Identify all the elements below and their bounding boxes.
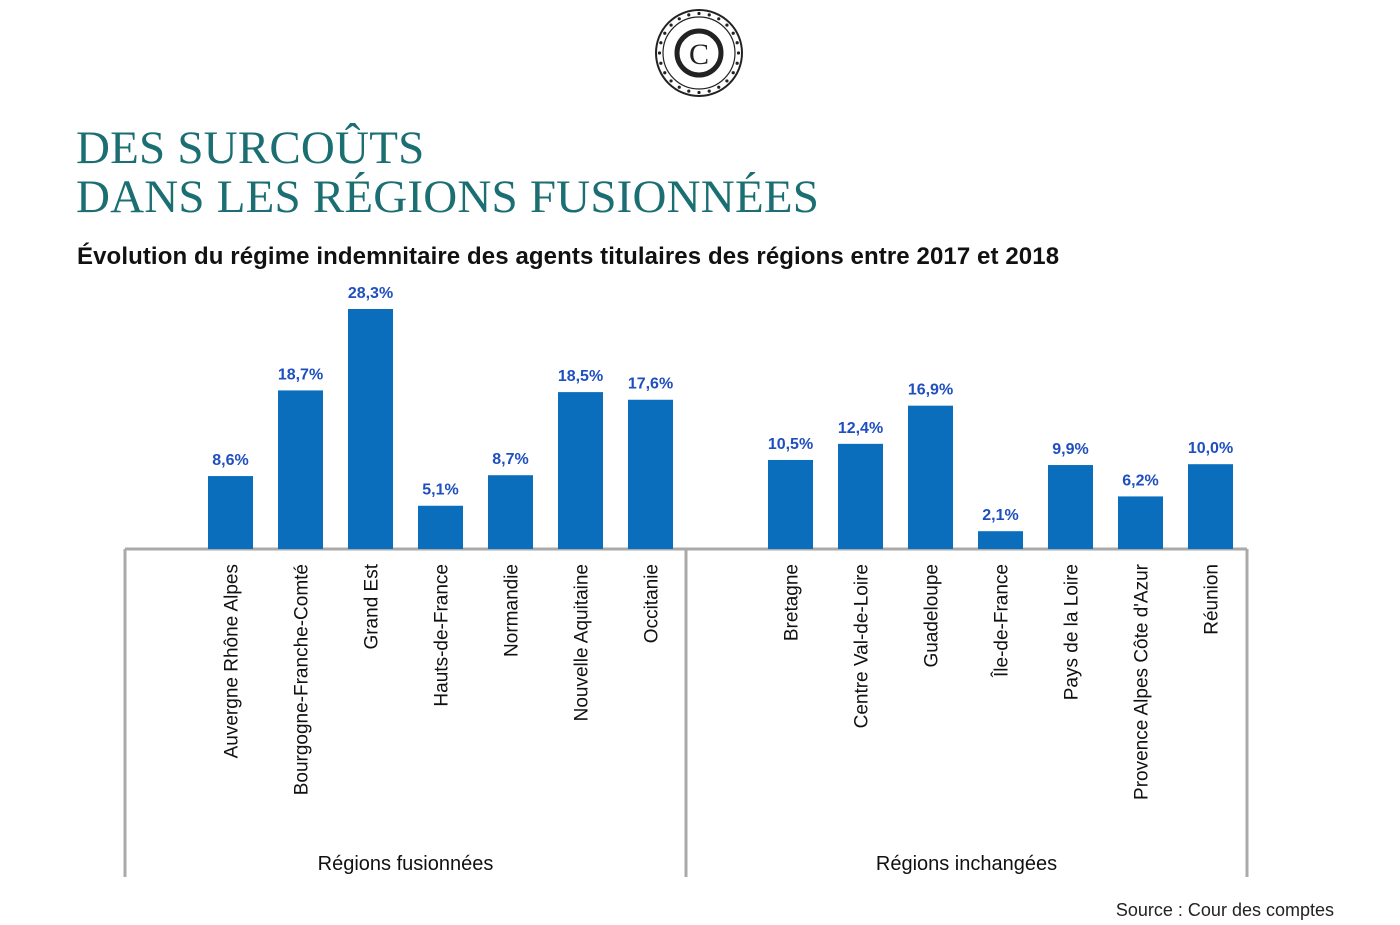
tick-label: Provence Alpes Côte d'Azur [1132, 563, 1153, 800]
bar [838, 443, 883, 549]
tick-label: Occitanie [642, 564, 663, 643]
data-label: 10,0% [1188, 440, 1233, 457]
bar [488, 475, 533, 549]
bar [1048, 465, 1093, 549]
bar [768, 459, 813, 549]
tick-label: Pays de la Loire [1062, 564, 1083, 700]
tick-label: Bretagne [782, 564, 803, 641]
data-label: 9,9% [1052, 441, 1088, 458]
bar [278, 390, 323, 549]
tick-label: Normandie [502, 564, 523, 657]
tick-label: Bourgogne-Franche-Comté [292, 564, 313, 795]
tick-label: Réunion [1202, 564, 1223, 635]
title-line-2: DANS LES RÉGIONS FUSIONNÉES [76, 171, 820, 223]
bar [1118, 496, 1163, 549]
source-note: Source : Cour des comptes [1115, 900, 1334, 920]
title-line-1: DES SURCOÛTS [76, 122, 425, 174]
data-label: 28,3% [348, 285, 393, 302]
bar [558, 392, 603, 549]
tick-label: Auvergne Rhône Alpes [222, 564, 243, 758]
data-label: 10,5% [768, 436, 813, 453]
bar [418, 505, 463, 549]
group-label: Régions inchangées [876, 853, 1057, 875]
data-label: 17,6% [628, 376, 673, 393]
cour-des-comptes-seal-icon: C [654, 8, 744, 98]
data-label: 16,9% [908, 382, 953, 399]
group-label: Régions fusionnées [318, 853, 494, 875]
bar [908, 405, 953, 549]
data-label: 18,5% [558, 368, 603, 385]
bar [348, 309, 393, 549]
data-label: 8,6% [212, 452, 248, 469]
data-label: 8,7% [492, 451, 528, 468]
chart-subtitle: Évolution du régime indemnitaire des age… [77, 243, 1060, 270]
data-label: 2,1% [982, 507, 1018, 524]
data-label: 12,4% [838, 420, 883, 437]
page-title: DES SURCOÛTS DANS LES RÉGIONS FUSIONNÉES [76, 124, 819, 222]
tick-label: Île-de-France [991, 564, 1013, 678]
data-label: 5,1% [422, 482, 458, 499]
seal-letter: C [689, 38, 709, 71]
tick-label: Centre Val-de-Loire [852, 564, 873, 728]
bar [208, 476, 253, 549]
bar [978, 531, 1023, 549]
bar [628, 399, 673, 549]
bar-chart: 8,6% Auvergne Rhône Alpes 18,7% Bourgogne-F… [123, 285, 1249, 877]
data-label: 6,2% [1122, 472, 1158, 489]
tick-label: Nouvelle Aquitaine [572, 564, 593, 721]
tick-label: Grand Est [362, 563, 383, 649]
tick-label: Hauts-de-France [432, 564, 453, 707]
bar [1188, 464, 1233, 549]
tick-label: Guadeloupe [922, 564, 943, 668]
data-label: 18,7% [278, 366, 323, 383]
